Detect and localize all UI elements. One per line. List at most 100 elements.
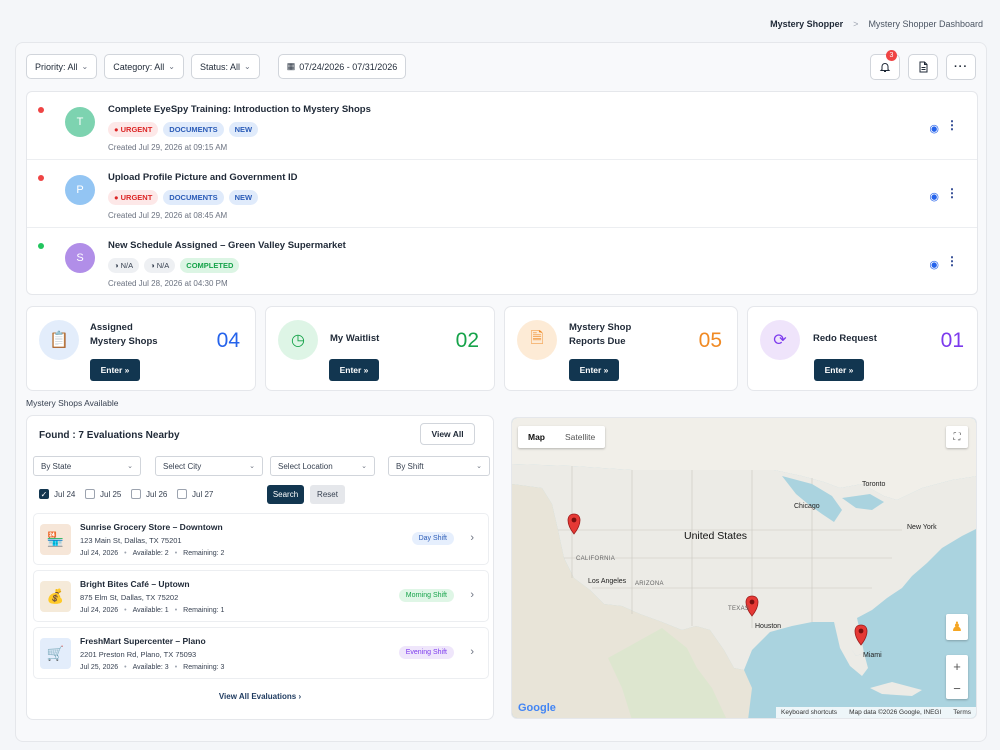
stat-card-waitlist: ◷ My Waitlist 02 Enter » xyxy=(265,306,495,391)
more-horizontal-icon: ··· xyxy=(954,61,968,73)
chevron-down-icon: ⌄ xyxy=(476,463,482,470)
google-logo: Google xyxy=(518,702,556,714)
bullet: • xyxy=(124,550,127,557)
chevron-right-icon: › xyxy=(298,692,302,701)
document-button[interactable] xyxy=(908,54,938,80)
bullet: • xyxy=(174,550,178,557)
breadcrumb-separator: > xyxy=(853,19,859,29)
task-row[interactable]: T Complete EyeSpy Training: Introduction… xyxy=(27,92,977,160)
shop-remaining: Remaining: 2 xyxy=(183,550,225,557)
tag-na-label: N/A xyxy=(120,261,134,270)
status-filter-label: Status: All xyxy=(199,61,240,72)
reset-button[interactable]: Reset xyxy=(310,485,345,504)
stat-label-line2: Mystery Shops xyxy=(90,336,158,347)
map-data-text: Map data ©2026 Google, INEGI xyxy=(849,709,942,716)
stat-card-assigned: 📋 Assigned Mystery Shops 04 Enter » xyxy=(26,306,256,391)
stat-cards: 📋 Assigned Mystery Shops 04 Enter » ◷ My … xyxy=(26,306,978,391)
date-checkbox[interactable]: ✓ Jul 24 xyxy=(39,489,75,499)
checkbox-checked-icon[interactable]: ✓ xyxy=(39,489,49,499)
map-pin-icon[interactable] xyxy=(745,595,759,617)
task-row[interactable]: S New Schedule Assigned – Green Valley S… xyxy=(27,228,977,296)
chevron-down-icon: ⌄ xyxy=(168,62,175,71)
priority-filter-label: Priority: All xyxy=(35,61,78,72)
fullscreen-icon[interactable]: ⛶ xyxy=(946,426,968,448)
enter-button[interactable]: Enter » xyxy=(90,359,140,381)
view-all-button[interactable]: View All xyxy=(420,423,475,445)
chevron-right-icon[interactable]: › xyxy=(470,646,474,658)
bullet: • xyxy=(174,664,178,671)
shop-remaining: Remaining: 1 xyxy=(183,607,225,614)
tag-urgent: ● URGENT xyxy=(108,122,159,137)
category-filter[interactable]: Category: All ⌄ xyxy=(104,54,184,79)
task-row[interactable]: P Upload Profile Picture and Government … xyxy=(27,160,977,228)
shift-badge: Day Shift xyxy=(411,532,454,545)
map-canvas[interactable] xyxy=(512,418,977,719)
chevron-right-icon[interactable]: › xyxy=(470,532,474,544)
map-pin-icon[interactable] xyxy=(854,624,868,646)
date-checkbox[interactable]: Jul 26 xyxy=(131,489,167,499)
date-range-picker[interactable]: ▦ 07/24/2026 - 07/31/2026 xyxy=(277,54,407,79)
map-view[interactable]: United States Toronto Chicago New York L… xyxy=(511,417,977,719)
status-filter[interactable]: Status: All ⌄ xyxy=(190,54,260,79)
more-options-button[interactable]: ··· xyxy=(946,54,976,80)
tag-urgent: ● URGENT xyxy=(108,190,159,205)
more-vertical-icon[interactable]: ⋮ xyxy=(946,254,958,268)
breadcrumb-current[interactable]: Mystery Shopper xyxy=(770,19,844,29)
notifications-button[interactable]: 3 xyxy=(870,50,900,80)
search-button[interactable]: Search xyxy=(267,485,304,504)
shop-card[interactable]: 🛒 FreshMart Supercenter – Plano 2201 Pre… xyxy=(33,627,489,679)
map-city-label: Toronto xyxy=(862,481,886,488)
tab-map[interactable]: Map xyxy=(528,432,545,442)
shop-name: Bright Bites Café – Uptown xyxy=(80,579,190,589)
enter-button[interactable]: Enter » xyxy=(569,359,619,381)
checkbox-icon[interactable] xyxy=(177,489,187,499)
pegman-icon[interactable]: ♟ xyxy=(946,614,968,640)
checkbox-icon[interactable] xyxy=(85,489,95,499)
location-select[interactable]: Select Location ⌄ xyxy=(270,456,375,476)
view-eye-icon[interactable]: ◉ xyxy=(929,259,939,271)
refresh-icon: ⟳ xyxy=(760,320,800,360)
city-select[interactable]: Select City ⌄ xyxy=(155,456,263,476)
shop-card[interactable]: 🏪 Sunrise Grocery Store – Downtown 123 M… xyxy=(33,513,489,565)
state-select[interactable]: By State ⌄ xyxy=(33,456,141,476)
stat-label-line1: Assigned xyxy=(90,322,133,333)
task-list: T Complete EyeSpy Training: Introduction… xyxy=(26,91,978,295)
map-pin-icon[interactable] xyxy=(567,513,581,535)
zoom-in-button[interactable]: + xyxy=(953,658,961,674)
shopping-cart-icon: 🛒 xyxy=(40,638,71,669)
clipboard-icon: 📋 xyxy=(39,320,79,360)
shop-remaining: Remaining: 3 xyxy=(183,664,225,671)
shift-select[interactable]: By Shift ⌄ xyxy=(388,456,490,476)
tag-documents: DOCUMENTS xyxy=(163,122,224,137)
date-checkbox-label: Jul 24 xyxy=(54,489,76,499)
document-icon: 🗎 xyxy=(517,320,557,360)
terms-link[interactable]: Terms xyxy=(953,709,971,716)
shop-available: Available: 1 xyxy=(132,607,169,614)
zoom-controls: + − xyxy=(946,655,968,699)
view-all-evaluations-link[interactable]: View All Evaluations › xyxy=(27,692,493,701)
more-vertical-icon[interactable]: ⋮ xyxy=(946,186,958,200)
view-eye-icon[interactable]: ◉ xyxy=(929,123,939,135)
priority-filter[interactable]: Priority: All ⌄ xyxy=(26,54,98,79)
enter-button[interactable]: Enter » xyxy=(814,359,864,381)
map-type-tabs: Map Satellite xyxy=(518,426,606,448)
more-vertical-icon[interactable]: ⋮ xyxy=(946,118,958,132)
date-checkbox[interactable]: Jul 25 xyxy=(85,489,121,499)
chevron-down-icon: ⌄ xyxy=(81,62,89,71)
keyboard-shortcuts-link[interactable]: Keyboard shortcuts xyxy=(781,709,838,716)
stat-card-redo: ⟳ Redo Request 01 Enter » xyxy=(747,306,978,391)
enter-button[interactable]: Enter » xyxy=(329,359,379,381)
shop-card[interactable]: 💰 Bright Bites Café – Uptown 875 Elm St,… xyxy=(33,570,489,622)
chevron-right-icon[interactable]: › xyxy=(470,589,474,601)
clock-icon: ◷ xyxy=(278,320,318,360)
checkbox-icon[interactable] xyxy=(131,489,141,499)
view-eye-icon[interactable]: ◉ xyxy=(929,191,939,203)
stat-card-reports: 🗎 Mystery Shop Reports Due 05 Enter » xyxy=(504,306,738,391)
tag-new: NEW xyxy=(228,122,259,137)
stat-label: Assigned Mystery Shops xyxy=(90,321,158,349)
zoom-out-button[interactable]: − xyxy=(953,680,961,696)
stat-label-line1: My Waitlist xyxy=(330,333,380,344)
task-title: Upload Profile Picture and Government ID xyxy=(108,172,298,183)
date-checkbox[interactable]: Jul 27 xyxy=(177,489,213,499)
tab-satellite[interactable]: Satellite xyxy=(565,432,596,442)
